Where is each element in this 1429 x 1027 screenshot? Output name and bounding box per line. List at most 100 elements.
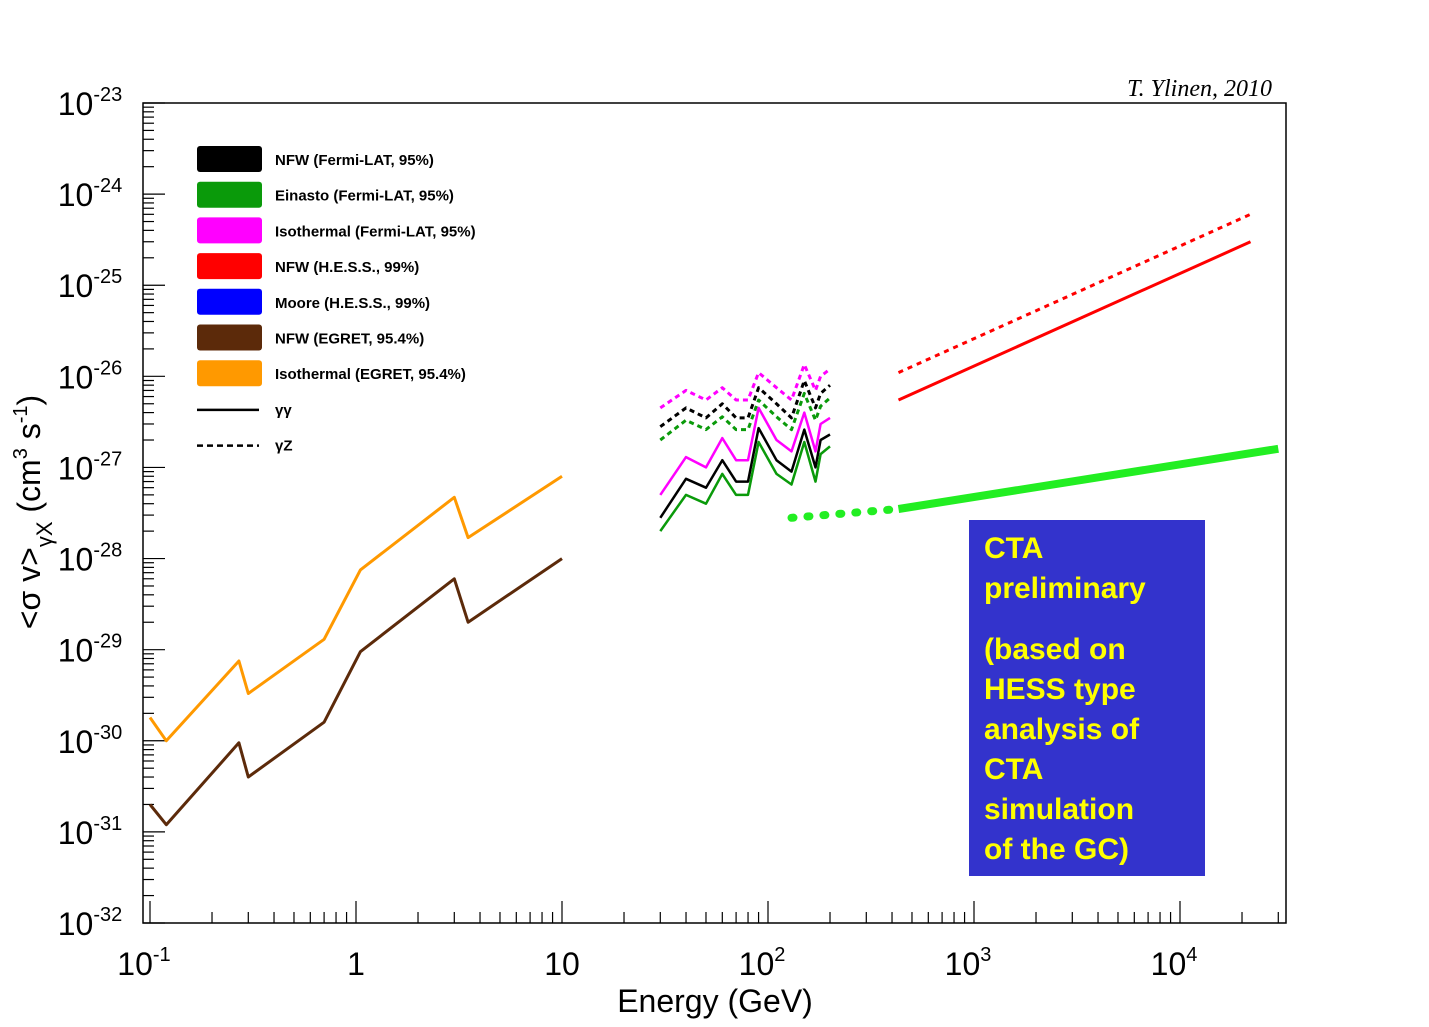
y-axis-label-main: <σ v> — [11, 547, 47, 629]
series-layer — [148, 212, 1279, 827]
y-tick-label: 10-29 — [58, 631, 123, 669]
x-tick-label-exp: 3 — [980, 944, 991, 966]
y-tick-label-exp: -28 — [93, 540, 122, 562]
x-tick-label-exp: 2 — [774, 944, 785, 966]
y-tick-label-base: 10 — [58, 450, 94, 486]
y-axis-unit-exp1: 3 — [10, 448, 32, 459]
y-tick-label: 10-26 — [58, 357, 123, 395]
cta-line-7: simulation — [984, 793, 1134, 826]
x-tick-label-exp: -1 — [153, 944, 171, 966]
x-tick-label-base: 10 — [739, 946, 775, 982]
y-tick-label: 10-28 — [58, 540, 123, 578]
y-axis-unit-close: ) — [11, 395, 47, 406]
legend-label: NFW (EGRET, 95.4%) — [275, 331, 424, 348]
legend-swatch — [197, 288, 262, 315]
x-tick-label: 102 — [739, 944, 786, 982]
legend-label: NFW (H.E.S.S., 99%) — [275, 259, 419, 276]
y-tick-label-base: 10 — [58, 906, 94, 942]
series-line — [659, 440, 831, 532]
y-axis-unit-open: (cm — [11, 459, 47, 512]
y-tick-label-exp: -24 — [93, 175, 122, 197]
y-tick-label: 10-27 — [58, 448, 123, 486]
legend-label: Isothermal (EGRET, 95.4%) — [275, 366, 466, 383]
cta-line-6: CTA — [984, 753, 1043, 786]
cta-line-5: analysis of — [984, 713, 1140, 746]
series-line — [897, 240, 1252, 402]
y-tick-label-base: 10 — [58, 177, 94, 213]
y-tick-label-exp: -27 — [93, 448, 122, 470]
y-tick-label: 10-32 — [58, 904, 123, 942]
legend-swatch — [197, 181, 262, 208]
legend-swatch — [197, 324, 262, 351]
legend-swatch — [197, 253, 262, 280]
series-line — [787, 505, 903, 522]
series-line — [897, 444, 1279, 513]
y-tick-label: 10-31 — [58, 813, 123, 851]
series-line — [148, 557, 563, 827]
series-line — [659, 406, 831, 496]
legend-label: Moore (H.E.S.S., 99%) — [275, 295, 430, 312]
cta-line-3: (based on — [984, 633, 1126, 666]
cta-line-8: of the GC) — [984, 833, 1129, 866]
legend-swatch — [197, 360, 262, 387]
x-tick-label-base: 10 — [117, 946, 153, 982]
x-tick-label: 103 — [945, 944, 992, 982]
x-tick-labels: 10-1 1 10 102 103 104 — [117, 944, 1197, 982]
legend-label: γγ — [275, 402, 292, 419]
author-credit: T. Ylinen, 2010 — [1127, 76, 1272, 102]
legend-label: Isothermal (Fermi-LAT, 95%) — [275, 223, 476, 240]
legend-swatch — [197, 217, 262, 244]
legend: NFW (Fermi-LAT, 95%) Einasto (Fermi-LAT, … — [197, 146, 476, 455]
x-tick-label-base: 10 — [945, 946, 981, 982]
x-tick-label-base: 1 — [347, 946, 365, 982]
series-line — [659, 379, 831, 428]
y-axis-label-sub: γX — [32, 521, 57, 547]
x-tick-label-exp: 4 — [1186, 944, 1197, 966]
y-tick-label-exp: -26 — [93, 357, 122, 379]
y-tick-label-exp: -32 — [93, 904, 122, 926]
y-tick-label-base: 10 — [58, 359, 94, 395]
y-tick-label-base: 10 — [58, 633, 94, 669]
y-tick-labels: 10-2310-2410-2510-2610-2710-2810-2910-30… — [58, 84, 123, 942]
series-line — [659, 391, 831, 442]
cta-line-4: HESS type — [984, 673, 1136, 706]
y-tick-label-exp: -25 — [93, 266, 122, 288]
series-line — [659, 363, 831, 410]
cta-annotation-box: CTA preliminary (based on HESS type anal… — [969, 520, 1205, 876]
cta-box-background — [969, 520, 1205, 876]
series-line — [897, 212, 1252, 374]
y-tick-label-exp: -23 — [93, 84, 122, 106]
x-tick-label: 10-1 — [117, 944, 170, 982]
y-tick-label-base: 10 — [58, 815, 94, 851]
x-axis-title: Energy (GeV) — [617, 983, 813, 1019]
y-axis-label-unit-open — [11, 513, 47, 522]
cta-line-2: preliminary — [984, 572, 1146, 605]
series-line — [659, 426, 831, 519]
x-tick-label: 104 — [1151, 944, 1198, 982]
y-tick-label-base: 10 — [58, 724, 94, 760]
legend-label: Einasto (Fermi-LAT, 95%) — [275, 188, 454, 205]
series-line — [148, 475, 563, 743]
legend-label: γZ — [275, 438, 293, 455]
y-tick-label-base: 10 — [58, 86, 94, 122]
y-axis-unit-exp2: -1 — [10, 405, 32, 423]
legend-swatch — [197, 146, 262, 172]
y-tick-label: 10-23 — [58, 84, 123, 122]
y-tick-label: 10-24 — [58, 175, 123, 213]
y-axis-title: <σ v>γX (cm3 s-1) — [10, 395, 57, 629]
y-tick-label: 10-30 — [58, 722, 123, 760]
legend-label: NFW (Fermi-LAT, 95%) — [275, 152, 434, 169]
x-tick-label: 1 — [347, 946, 365, 982]
x-tick-label-base: 10 — [1151, 946, 1187, 982]
y-tick-label-exp: -30 — [93, 722, 122, 744]
plot-frame — [142, 102, 1287, 924]
x-tick-label: 10 — [544, 946, 580, 982]
y-tick-label-base: 10 — [58, 542, 94, 578]
y-axis-title-text: <σ v>γX (cm3 s-1) — [10, 395, 57, 629]
y-tick-label-exp: -31 — [93, 813, 122, 835]
y-tick-label-base: 10 — [58, 268, 94, 304]
x-tick-label-base: 10 — [544, 946, 580, 982]
y-axis-unit-mid: s — [11, 423, 47, 448]
y-tick-label: 10-25 — [58, 266, 123, 304]
